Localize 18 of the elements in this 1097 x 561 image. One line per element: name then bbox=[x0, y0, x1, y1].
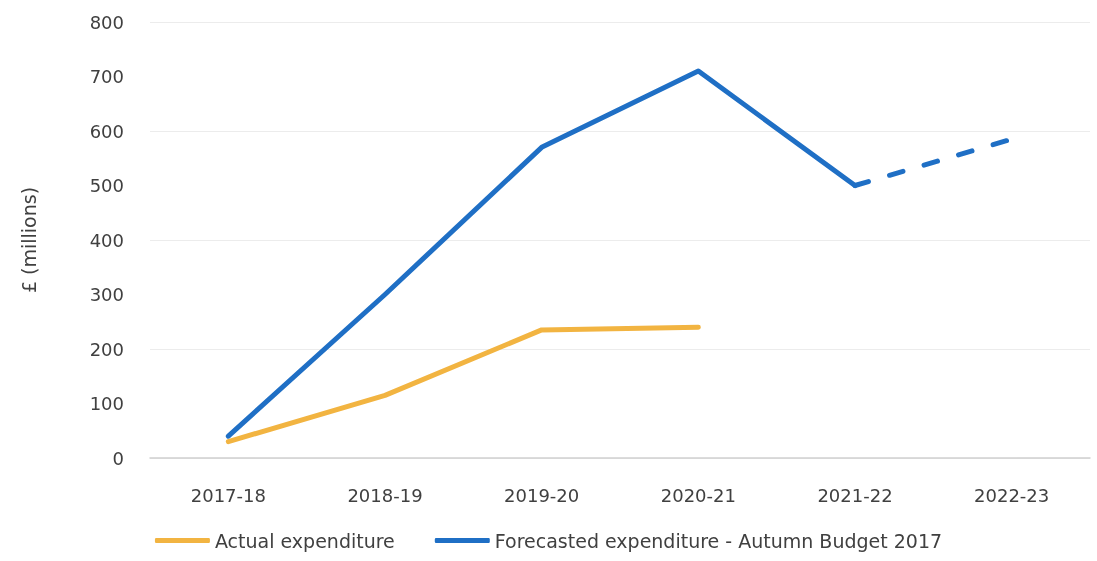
y-tick-label: 0 bbox=[112, 447, 124, 469]
y-tick-label: 100 bbox=[89, 393, 124, 414]
x-tick-label: 2019-20 bbox=[504, 484, 580, 506]
y-axis-title: £ (millions) bbox=[17, 186, 40, 294]
x-tick-label: 2020-21 bbox=[660, 484, 736, 506]
y-tick-label: 500 bbox=[89, 175, 124, 196]
y-tick-label: 800 bbox=[89, 11, 124, 33]
legend-label: Forecasted expenditure - Autumn Budget 2017 bbox=[494, 529, 943, 552]
y-tick-label: 300 bbox=[89, 284, 124, 305]
x-tick-label: 2017-18 bbox=[190, 484, 266, 506]
y-tick-label: 700 bbox=[89, 66, 124, 87]
y-tick-label: 200 bbox=[89, 338, 124, 360]
legend-label: Actual expenditure bbox=[214, 529, 395, 552]
x-tick-label: 2021-22 bbox=[817, 484, 893, 506]
y-tick-label: 400 bbox=[89, 229, 124, 251]
x-tick-label: 2022-23 bbox=[974, 484, 1050, 506]
x-tick-label: 2018-19 bbox=[347, 484, 423, 506]
y-tick-label: 600 bbox=[89, 120, 124, 142]
